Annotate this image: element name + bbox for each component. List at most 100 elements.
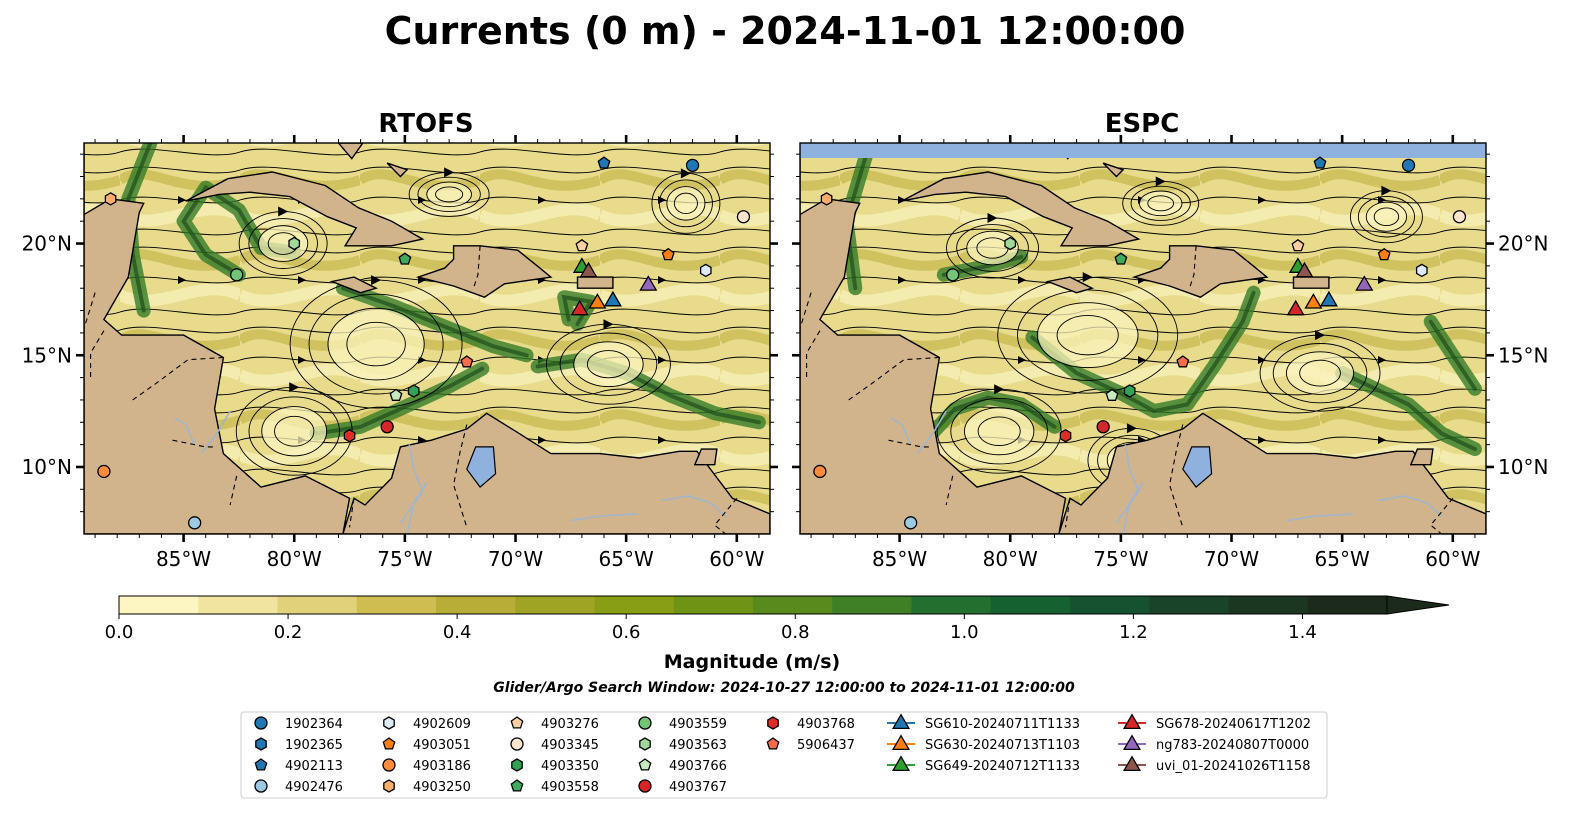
legend-item: 5906437 — [766, 737, 855, 753]
marker-4902113 — [597, 156, 611, 169]
marker-4903563 — [288, 236, 301, 251]
legend-label: SG649-20240712T1133 — [925, 759, 1080, 774]
legend-marker — [511, 758, 523, 772]
stream-arrow — [1082, 272, 1093, 283]
colorbar-segment — [119, 596, 199, 614]
lon-tick-label: 75°W — [1093, 547, 1148, 571]
country-border — [84, 292, 96, 329]
lon-tick-label: 85°W — [872, 547, 927, 571]
river-line — [661, 495, 727, 517]
colorbar-tick-label: 0.4 — [443, 622, 472, 643]
legend-label: 4903051 — [413, 738, 471, 753]
country-border — [1188, 245, 1197, 289]
lake-maracaibo — [466, 446, 497, 488]
legend-label: uvi_01-20241026T1158 — [1156, 759, 1310, 774]
country-border — [713, 497, 738, 534]
legend-item: SG630-20240713T1103 — [887, 734, 1080, 753]
eddy-core — [427, 182, 472, 207]
river-line — [570, 513, 638, 522]
colorbar-tick-label: 0.0 — [105, 622, 134, 643]
legend-label: SG630-20240713T1103 — [925, 738, 1080, 753]
legend-item: 4903051 — [382, 737, 471, 753]
legend-marker — [638, 758, 652, 771]
marker-4903766 — [389, 388, 403, 401]
legend-item: SG610-20240711T1133 — [887, 713, 1080, 732]
search-window-note: Glider/Argo Search Window: 2024-10-27 12… — [493, 680, 1075, 696]
panel-title-espc: ESPC — [1105, 109, 1180, 139]
legend-item: 4903767 — [638, 779, 727, 795]
marker-uvi_01-20241026T1158 — [579, 261, 598, 278]
legend-label: 4903350 — [541, 759, 599, 774]
marker-4903276 — [575, 238, 589, 252]
legend-marker — [382, 758, 396, 772]
colorbar-segment — [277, 596, 358, 614]
marker-4903186 — [97, 464, 111, 479]
legend-item: 4902113 — [254, 758, 343, 774]
eddy-streamline — [1272, 343, 1368, 404]
legend-item: 4903563 — [639, 737, 727, 753]
marker-4903558 — [398, 252, 412, 265]
colorbar-segment — [911, 596, 992, 614]
legend-marker — [383, 716, 395, 730]
colorbar-segment — [753, 596, 833, 614]
eddy-streamline — [586, 350, 630, 379]
marker-4902609 — [699, 263, 712, 278]
country-border — [472, 245, 481, 289]
stream-arrow — [994, 384, 1005, 395]
marker-5906437 — [1176, 355, 1190, 368]
eddy-core — [965, 408, 1034, 455]
legend-item: 4902609 — [383, 716, 471, 732]
figure-title: Currents (0 m) - 2024-11-01 12:00:00 — [385, 9, 1186, 53]
eddy-core — [1287, 352, 1354, 395]
legend-label: 4902476 — [285, 780, 343, 795]
eddy-streamline — [1365, 201, 1408, 232]
marker-4903345 — [736, 210, 751, 224]
marker-4903767 — [380, 420, 394, 434]
eddy-core — [262, 407, 327, 456]
country-border — [800, 292, 812, 329]
eddy-streamline — [435, 186, 464, 203]
current-jet-core — [919, 395, 1057, 447]
marker-4903559 — [946, 268, 960, 282]
marker-4903768 — [343, 428, 356, 443]
legend-item: 4903766 — [638, 758, 727, 774]
stream-arrow — [278, 206, 289, 217]
marker-4902476 — [903, 516, 918, 530]
marker-1902364 — [685, 158, 700, 172]
legend-marker — [254, 758, 268, 771]
country-border — [132, 356, 224, 401]
lon-tick-label: 65°W — [599, 547, 654, 571]
legend-marker — [510, 716, 524, 729]
landmass-trinidad — [1409, 448, 1434, 466]
marker-4903186 — [813, 464, 827, 479]
map-panel-rtofs: RTOFS 85°W 80°W 75°W 70°W 65°W 60°W 20°N 15°N 10… — [22, 109, 778, 571]
landmass-jamaica — [329, 276, 379, 294]
landmass-cuba — [185, 171, 425, 247]
legend-item: 4903186 — [382, 758, 471, 774]
legend-label: SG610-20240711T1133 — [925, 717, 1080, 732]
legend-marker — [254, 716, 268, 730]
legend-marker — [510, 779, 524, 792]
eddy-core — [1139, 191, 1182, 216]
lon-tick-label: 80°W — [267, 547, 322, 571]
legend: 1902364 1902365 4902113 4902476 4902609 49030… — [240, 711, 1328, 799]
lat-tick-label: 20°N — [1498, 232, 1548, 256]
legend-label: ng783-20240807T0000 — [1156, 738, 1309, 753]
lake-maracaibo — [1182, 446, 1213, 488]
eddy-streamline — [308, 293, 444, 395]
stream-arrow — [1381, 185, 1392, 196]
legend-marker — [891, 755, 911, 772]
colorbar-tick-label: 0.2 — [274, 622, 303, 643]
legend-marker — [1122, 755, 1142, 772]
legend-item: ng783-20240807T0000 — [1118, 734, 1309, 753]
eddy-streamline — [963, 407, 1035, 456]
lon-tick-label: 70°W — [1204, 547, 1259, 571]
legend-label: 4903250 — [413, 780, 471, 795]
legend-label: 1902365 — [285, 738, 343, 753]
eddy-streamline — [559, 332, 658, 396]
colorbar-tick-label: 0.6 — [612, 622, 641, 643]
legend-item: 1902365 — [255, 737, 343, 753]
eddy-streamline — [1130, 185, 1191, 221]
landmass-jamaica — [1045, 276, 1095, 294]
